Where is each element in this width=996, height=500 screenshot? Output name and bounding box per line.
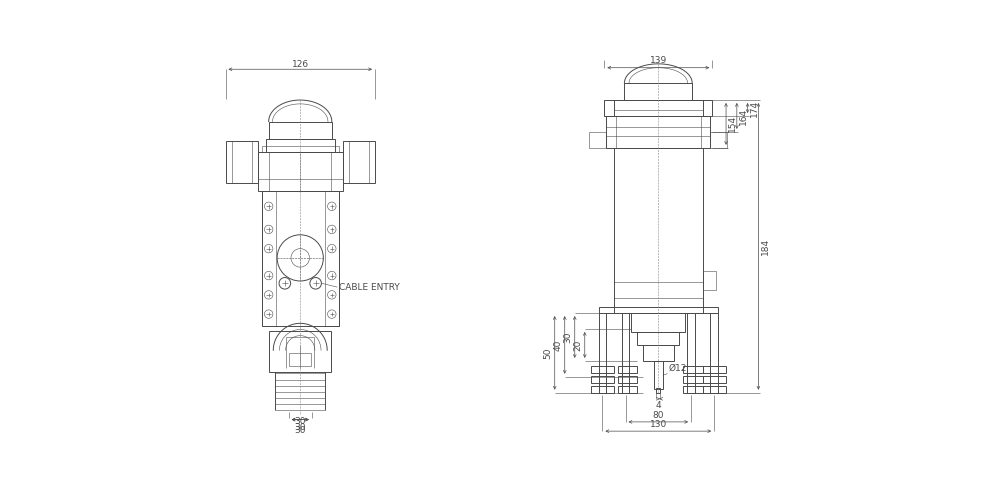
- Bar: [591, 386, 614, 392]
- Bar: [605, 100, 712, 116]
- Bar: [262, 191, 339, 326]
- Bar: [702, 386, 726, 392]
- Bar: [710, 132, 727, 148]
- Bar: [624, 83, 692, 100]
- Bar: [710, 313, 718, 392]
- Text: 40: 40: [554, 339, 563, 350]
- Bar: [258, 152, 343, 191]
- Text: 126: 126: [292, 60, 309, 69]
- Text: 4: 4: [655, 401, 661, 410]
- Bar: [656, 388, 660, 392]
- Bar: [614, 100, 702, 116]
- Text: 154: 154: [728, 116, 737, 132]
- Text: 30: 30: [564, 331, 573, 342]
- Text: 130: 130: [649, 420, 667, 429]
- Bar: [683, 386, 702, 392]
- Bar: [618, 386, 637, 392]
- Text: 80: 80: [652, 410, 664, 420]
- Bar: [683, 366, 702, 372]
- Text: 164: 164: [739, 108, 748, 124]
- Bar: [591, 366, 614, 372]
- Bar: [591, 376, 614, 382]
- Text: 139: 139: [649, 56, 667, 66]
- Bar: [618, 366, 637, 372]
- Bar: [622, 313, 629, 392]
- Bar: [642, 345, 673, 361]
- Bar: [325, 191, 339, 326]
- Bar: [683, 376, 702, 382]
- Bar: [702, 366, 726, 372]
- Text: 30: 30: [295, 417, 306, 426]
- Text: Ø12: Ø12: [668, 364, 686, 373]
- Text: 30: 30: [295, 424, 306, 432]
- Bar: [687, 313, 695, 392]
- Bar: [262, 191, 276, 326]
- Bar: [225, 141, 258, 183]
- Bar: [614, 148, 702, 313]
- Bar: [653, 361, 663, 390]
- Bar: [269, 122, 332, 138]
- Bar: [266, 138, 335, 152]
- Bar: [262, 146, 339, 152]
- Bar: [618, 376, 637, 382]
- Text: 50: 50: [544, 347, 553, 358]
- Text: 30: 30: [295, 426, 306, 434]
- Text: CABLE ENTRY: CABLE ENTRY: [339, 282, 399, 292]
- Bar: [343, 141, 374, 183]
- Bar: [290, 352, 311, 366]
- Bar: [637, 332, 679, 345]
- Text: 184: 184: [761, 238, 770, 255]
- Bar: [631, 313, 685, 332]
- Bar: [607, 116, 710, 148]
- Bar: [702, 271, 716, 290]
- Bar: [616, 116, 700, 148]
- Text: 20: 20: [574, 339, 583, 350]
- Bar: [590, 132, 607, 148]
- Text: 174: 174: [750, 100, 759, 116]
- Bar: [270, 331, 331, 372]
- Bar: [599, 307, 718, 313]
- Bar: [599, 313, 607, 392]
- Bar: [702, 376, 726, 382]
